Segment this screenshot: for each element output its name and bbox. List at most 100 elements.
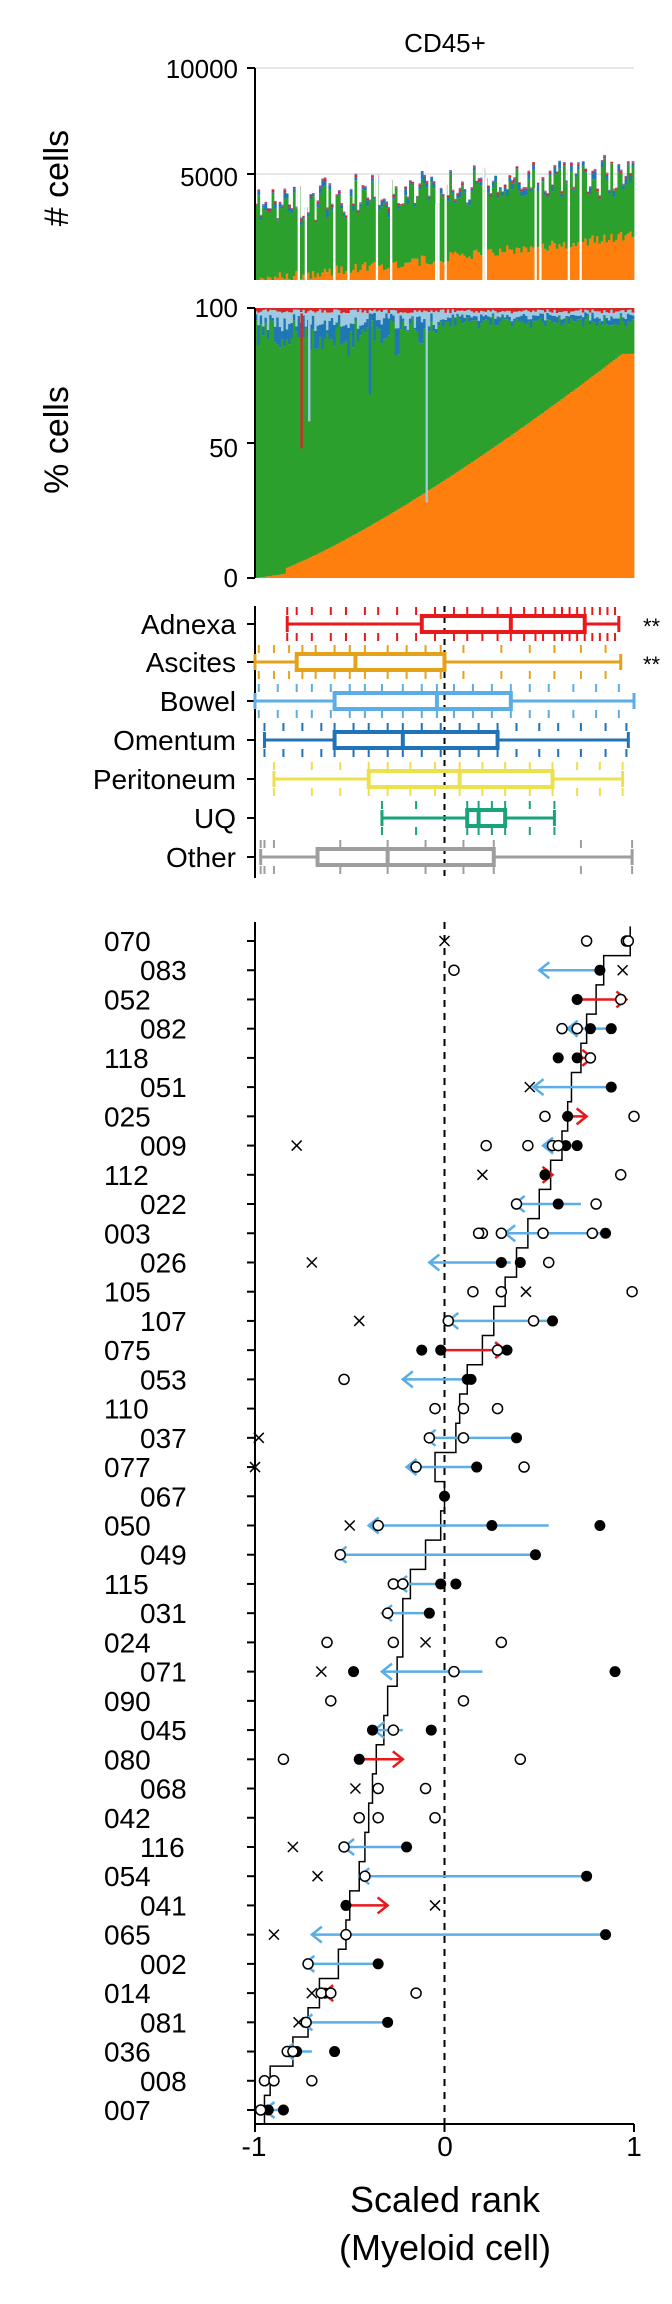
percent-bar (292, 564, 296, 578)
count-bar (266, 211, 270, 213)
arrow-head (531, 1078, 545, 1097)
open-point (254, 2104, 267, 2116)
count-bar (387, 208, 391, 211)
open-point (457, 1695, 470, 1707)
open-point (277, 1753, 290, 1766)
percent-bar (617, 325, 621, 357)
count-bar (607, 239, 611, 280)
cross-point (306, 1256, 318, 1269)
percent-tick-label: 100 (195, 293, 238, 323)
percent-bar (314, 348, 317, 556)
percent-bar (382, 308, 386, 310)
count-bar (463, 189, 467, 193)
percent-bar (328, 339, 332, 548)
percent-bar (591, 309, 595, 313)
count-bar (449, 252, 453, 280)
percent-bar (626, 353, 630, 578)
count-bar (477, 177, 481, 180)
count-bar (380, 206, 384, 265)
count-bar (453, 201, 457, 204)
count-bar (617, 172, 621, 235)
count-bar (498, 187, 502, 190)
count-bar (560, 246, 564, 280)
patient-label: 115 (104, 1569, 149, 1600)
percent-bar (281, 312, 284, 332)
count-bar (423, 255, 426, 280)
count-bar (463, 255, 467, 280)
percent-bar (345, 313, 348, 325)
count-bar (411, 185, 415, 259)
percent-bar (318, 324, 322, 338)
count-bar (278, 207, 282, 273)
percent-bar (427, 490, 431, 578)
count-bar (449, 170, 453, 172)
percent-bar (311, 556, 315, 578)
filled-point (465, 1373, 477, 1385)
cross-point (438, 935, 451, 947)
percent-bar (617, 311, 621, 319)
arrow-head (379, 1662, 393, 1681)
count-gap (347, 205, 350, 280)
percent-bar (423, 318, 426, 329)
count-bar (255, 204, 258, 206)
count-bar (562, 161, 566, 164)
count-bar (397, 208, 400, 269)
percent-bar (615, 311, 618, 319)
count-bar (513, 178, 516, 181)
count-bar (442, 196, 445, 263)
count-bar (387, 217, 391, 268)
open-point (353, 1812, 365, 1824)
percent-bar (444, 308, 448, 313)
percent-bar (382, 309, 386, 319)
percent-bar (259, 324, 263, 578)
percent-bar (619, 308, 623, 311)
count-bar (508, 181, 512, 250)
patient-label: 014 (104, 1978, 151, 2009)
percent-bar (600, 325, 604, 370)
percent-bar (536, 416, 540, 578)
percent-bar (489, 317, 493, 326)
count-bar (600, 240, 604, 280)
percent-bar (309, 324, 313, 351)
percent-bar (546, 312, 550, 320)
percent-bar (285, 311, 289, 330)
count-bar (382, 199, 386, 203)
count-bar (522, 186, 526, 189)
percent-bar (468, 321, 471, 464)
percent-bar (629, 353, 633, 578)
cross-point (287, 1841, 299, 1853)
count-bar (446, 195, 450, 196)
percent-bar (451, 309, 455, 315)
count-bar (266, 276, 270, 280)
percent-bar (567, 324, 571, 394)
percent-bar (385, 309, 389, 314)
cross-point (524, 1081, 536, 1093)
percent-bar (418, 308, 422, 311)
percent-bar (340, 313, 344, 327)
count-bar (394, 187, 398, 262)
percent-bar (529, 308, 533, 313)
count-bar (446, 201, 450, 262)
percent-bar (522, 308, 526, 311)
count-bar (399, 267, 403, 280)
count-bar (570, 164, 573, 172)
percent-bar (539, 308, 543, 310)
count-bar (401, 205, 405, 267)
count-gap (539, 176, 542, 280)
percent-bar (472, 320, 476, 461)
percent-spike (368, 313, 372, 395)
percent-bar (520, 311, 524, 316)
count-bar (368, 200, 372, 202)
percent-bar (337, 314, 341, 324)
count-bar (629, 175, 633, 183)
count-bar (411, 181, 415, 184)
count-bar (345, 215, 348, 218)
count-bar (536, 247, 540, 280)
count-bar (321, 179, 325, 181)
percent-bar (257, 345, 261, 578)
count-bar (283, 198, 287, 280)
count-gap (534, 188, 537, 280)
percent-bar (373, 523, 377, 578)
count-bar (352, 203, 355, 206)
count-bar (342, 211, 346, 213)
